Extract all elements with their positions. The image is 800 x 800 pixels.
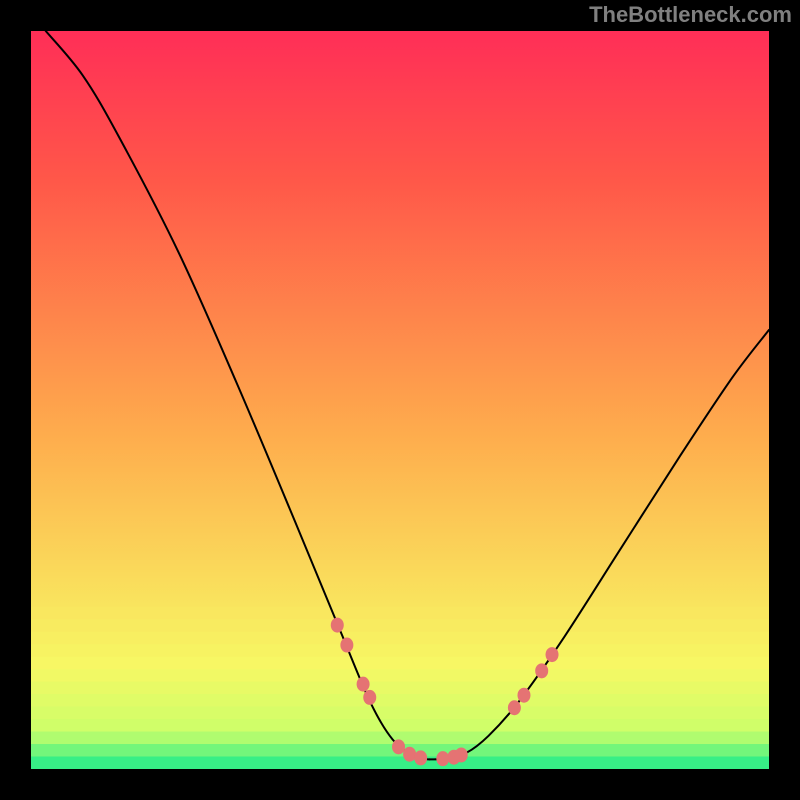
watermark-text: TheBottleneck.com — [589, 2, 792, 28]
curve-marker — [403, 747, 416, 762]
curve-marker — [436, 751, 449, 766]
curve-marker — [414, 750, 427, 765]
curve-marker — [508, 700, 521, 715]
curve-marker — [455, 747, 468, 762]
curve-marker — [546, 647, 559, 662]
chart-container: TheBottleneck.com — [0, 0, 800, 800]
curve-marker — [357, 677, 370, 692]
plot-area — [31, 31, 769, 769]
curve-marker — [517, 688, 530, 703]
curve-marker — [331, 618, 344, 633]
curve-marker — [392, 739, 405, 754]
curve-marker — [363, 690, 376, 705]
curve-marker — [340, 638, 353, 653]
curve-marker — [535, 663, 548, 678]
